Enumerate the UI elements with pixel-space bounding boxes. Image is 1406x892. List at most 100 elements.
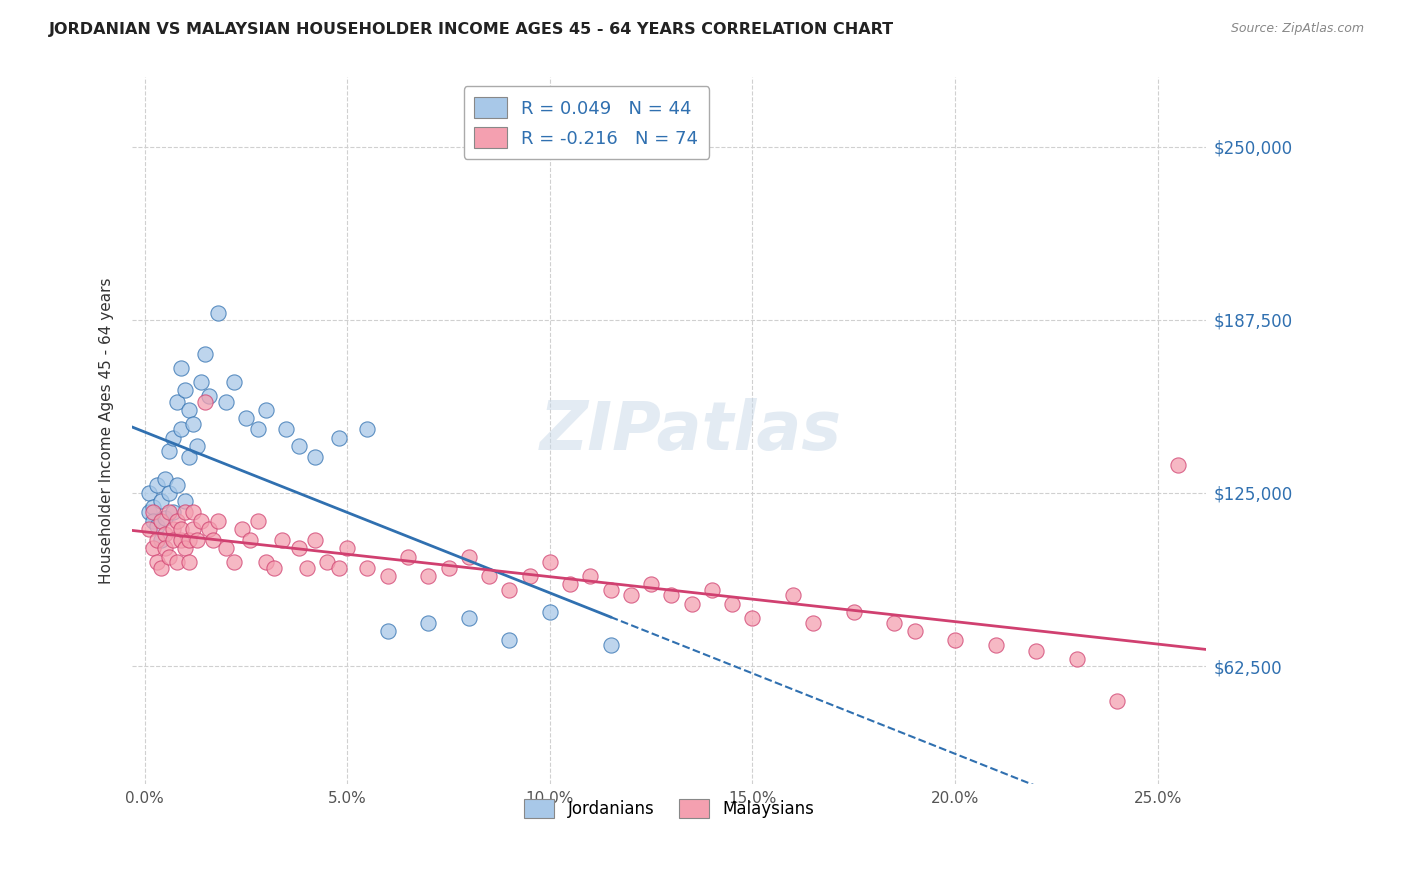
Point	[157, 444, 180, 458]
Point	[194, 394, 217, 409]
Point	[186, 533, 208, 547]
Point	[153, 511, 176, 525]
Point	[681, 597, 703, 611]
Point	[538, 555, 561, 569]
Text: Source: ZipAtlas.com: Source: ZipAtlas.com	[1230, 22, 1364, 36]
Point	[271, 533, 294, 547]
Point	[418, 616, 440, 631]
Point	[179, 555, 201, 569]
Point	[149, 494, 172, 508]
Point	[157, 505, 180, 519]
Point	[235, 411, 257, 425]
Point	[1167, 458, 1189, 473]
Point	[138, 505, 160, 519]
Point	[190, 514, 212, 528]
Point	[304, 533, 326, 547]
Point	[194, 347, 217, 361]
Point	[149, 533, 172, 547]
Point	[519, 569, 541, 583]
Point	[186, 439, 208, 453]
Point	[377, 624, 399, 639]
Point	[214, 541, 236, 556]
Point	[254, 555, 277, 569]
Point	[276, 422, 298, 436]
Point	[457, 610, 479, 624]
Point	[170, 422, 193, 436]
Point	[166, 394, 188, 409]
Point	[198, 522, 221, 536]
Point	[801, 616, 824, 631]
Point	[145, 533, 167, 547]
Point	[558, 577, 581, 591]
Point	[295, 560, 318, 574]
Point	[138, 486, 160, 500]
Point	[640, 577, 662, 591]
Point	[145, 477, 167, 491]
Point	[190, 375, 212, 389]
Point	[181, 505, 204, 519]
Point	[247, 422, 270, 436]
Point	[700, 582, 723, 597]
Point	[247, 514, 270, 528]
Point	[222, 555, 245, 569]
Point	[214, 394, 236, 409]
Point	[142, 500, 165, 514]
Text: ZIPatlas: ZIPatlas	[540, 398, 842, 464]
Point	[149, 514, 172, 528]
Point	[181, 522, 204, 536]
Point	[304, 450, 326, 464]
Point	[599, 582, 621, 597]
Point	[478, 569, 501, 583]
Point	[263, 560, 285, 574]
Point	[599, 638, 621, 652]
Point	[179, 533, 201, 547]
Point	[721, 597, 744, 611]
Text: JORDANIAN VS MALAYSIAN HOUSEHOLDER INCOME AGES 45 - 64 YEARS CORRELATION CHART: JORDANIAN VS MALAYSIAN HOUSEHOLDER INCOM…	[49, 22, 894, 37]
Point	[782, 588, 804, 602]
Point	[457, 549, 479, 564]
Point	[174, 505, 197, 519]
Point	[222, 375, 245, 389]
Point	[153, 541, 176, 556]
Point	[138, 522, 160, 536]
Point	[498, 632, 520, 647]
Point	[1107, 693, 1129, 707]
Point	[145, 555, 167, 569]
Point	[179, 402, 201, 417]
Point	[142, 541, 165, 556]
Point	[207, 306, 229, 320]
Point	[174, 494, 197, 508]
Point	[162, 522, 184, 536]
Point	[142, 505, 165, 519]
Point	[166, 555, 188, 569]
Point	[153, 472, 176, 486]
Point	[356, 422, 378, 436]
Point	[181, 417, 204, 431]
Point	[149, 560, 172, 574]
Point	[162, 505, 184, 519]
Point	[198, 389, 221, 403]
Point	[142, 514, 165, 528]
Point	[418, 569, 440, 583]
Point	[207, 514, 229, 528]
Point	[328, 430, 350, 444]
Point	[162, 430, 184, 444]
Point	[170, 522, 193, 536]
Point	[145, 519, 167, 533]
Point	[437, 560, 460, 574]
Y-axis label: Householder Income Ages 45 - 64 years: Householder Income Ages 45 - 64 years	[100, 277, 114, 584]
Point	[842, 605, 865, 619]
Point	[356, 560, 378, 574]
Point	[943, 632, 966, 647]
Point	[170, 361, 193, 376]
Point	[316, 555, 339, 569]
Point	[157, 486, 180, 500]
Point	[166, 477, 188, 491]
Point	[579, 569, 602, 583]
Point	[254, 402, 277, 417]
Point	[174, 384, 197, 398]
Point	[166, 514, 188, 528]
Point	[153, 527, 176, 541]
Point	[202, 533, 225, 547]
Point	[287, 541, 309, 556]
